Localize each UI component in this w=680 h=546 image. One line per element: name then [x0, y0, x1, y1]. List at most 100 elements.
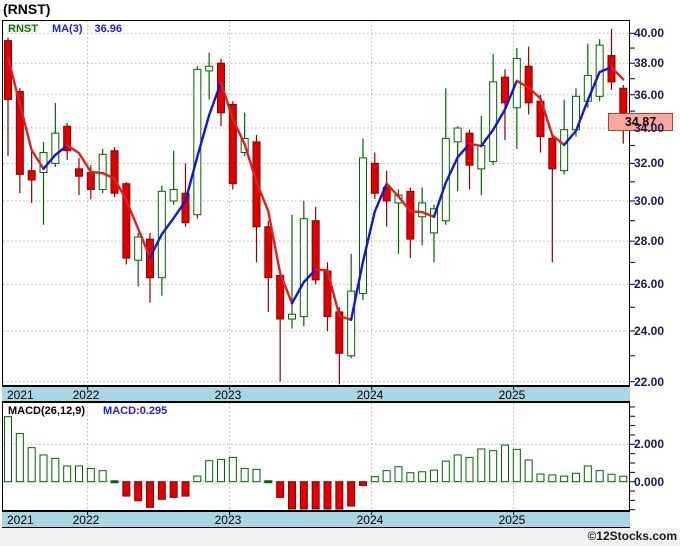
- ticker-symbol: RNST: [8, 23, 38, 35]
- macd-bar: [347, 481, 356, 507]
- macd-bar: [406, 472, 415, 483]
- macd-bar: [98, 470, 107, 483]
- candle-body: [134, 236, 143, 261]
- macd-bar: [181, 481, 190, 497]
- candle-body: [264, 226, 273, 279]
- price-axis-label: 28.00: [634, 234, 665, 249]
- ma3-line-segment: [515, 79, 566, 147]
- candle-body: [205, 65, 214, 72]
- ma3-line-segment: [6, 56, 45, 171]
- ma3-line-segment: [480, 79, 519, 148]
- year-label: 2024: [356, 513, 384, 527]
- price-axis-label: 26.00: [634, 277, 665, 292]
- candle-body: [358, 157, 367, 294]
- candle-body: [453, 127, 462, 143]
- macd-bar: [134, 481, 143, 502]
- price-axis-label: 24.00: [634, 324, 665, 338]
- macd-bar: [157, 481, 166, 500]
- last-price-badge: 34.87: [608, 113, 673, 131]
- macd-bar: [311, 481, 320, 510]
- year-label: 2022: [72, 388, 100, 402]
- macd-bar: [548, 474, 557, 483]
- ma-legend-label: MA(3): [51, 23, 83, 35]
- macd-bar: [74, 465, 83, 483]
- year-label: 2023: [214, 388, 242, 402]
- macd-bar: [607, 473, 616, 483]
- macd-bar: [489, 450, 498, 483]
- candle-body: [63, 125, 72, 152]
- ma3-line-segment: [432, 142, 471, 218]
- price-axis-label: 36.00: [634, 87, 665, 102]
- year-axis-strip-top: 2021 2022 2023 2024 2025: [2, 386, 630, 402]
- candle-body: [418, 202, 427, 218]
- candle-body: [287, 313, 296, 320]
- page-title: (RNST): [3, 1, 51, 17]
- candle-body: [27, 170, 36, 181]
- ma3-line-segment: [148, 81, 223, 259]
- year-label: 2025: [498, 388, 526, 402]
- macd-bar: [287, 481, 296, 510]
- candle-body: [619, 87, 628, 114]
- candle-body: [441, 137, 450, 222]
- macd-bar: [571, 472, 580, 483]
- macd-legend-value: MACD:0.295: [103, 405, 168, 417]
- macd-bar: [583, 465, 592, 483]
- year-axis-strip-bottom: 2021 2022 2023 2024 2025: [2, 511, 630, 528]
- macd-bar: [370, 476, 379, 483]
- ma3-line-segment: [290, 268, 317, 305]
- candle-body: [216, 62, 225, 114]
- candle-body: [524, 65, 533, 104]
- candle-body: [477, 144, 486, 170]
- macd-bar: [441, 460, 450, 483]
- price-axis-label: 40.00: [634, 26, 665, 41]
- macd-axis-label: 2.000: [634, 437, 665, 452]
- macd-bar: [453, 454, 462, 483]
- candle-body: [500, 76, 509, 104]
- candle-body: [406, 190, 415, 240]
- year-label: 2021: [7, 388, 34, 402]
- candle-body: [122, 183, 131, 259]
- macd-bar: [122, 481, 131, 497]
- year-label: 2023: [214, 513, 242, 527]
- year-label: 2024: [356, 388, 384, 402]
- macd-bar: [240, 467, 249, 483]
- price-axis-label: 38.00: [634, 56, 665, 71]
- candle-body: [489, 81, 498, 163]
- price-axis-label: 32.00: [634, 156, 665, 171]
- macd-bar: [524, 459, 533, 483]
- ma3-line-segment: [349, 182, 388, 321]
- macd-bar: [465, 456, 474, 483]
- macd-legend-label: MACD(26,12,9): [8, 405, 86, 417]
- macd-bar: [169, 481, 178, 498]
- candle-body: [15, 90, 24, 175]
- price-axis-label: 34.00: [634, 121, 665, 136]
- macd-bar: [536, 473, 545, 483]
- macd-bar: [500, 444, 509, 483]
- year-label: 2022: [72, 513, 100, 527]
- macd-bar: [15, 432, 24, 483]
- macd-bar: [252, 468, 261, 483]
- candle-body: [560, 129, 569, 172]
- candle-body: [548, 137, 557, 170]
- candle-body: [335, 311, 344, 354]
- macd-bar: [205, 460, 214, 483]
- macd-bar: [477, 448, 486, 483]
- macd-bar: [193, 475, 202, 483]
- macd-bar: [560, 475, 569, 483]
- ma3-line-segment: [65, 144, 152, 259]
- watermark: ©12Stocks.com: [587, 529, 677, 543]
- macd-bar: [27, 447, 36, 483]
- price-axis-label: 22.00: [634, 374, 665, 389]
- macd-bar: [595, 470, 604, 483]
- macd-bar: [264, 480, 273, 484]
- candle-body: [370, 162, 379, 194]
- macd-bar: [63, 465, 72, 483]
- ma3-line-segment: [468, 142, 483, 148]
- candle-body: [347, 290, 356, 357]
- macd-bar: [4, 416, 12, 483]
- macd-bar: [216, 458, 225, 483]
- macd-bar: [110, 480, 119, 484]
- ma3-line-segment: [219, 81, 294, 305]
- macd-bar: [39, 454, 48, 483]
